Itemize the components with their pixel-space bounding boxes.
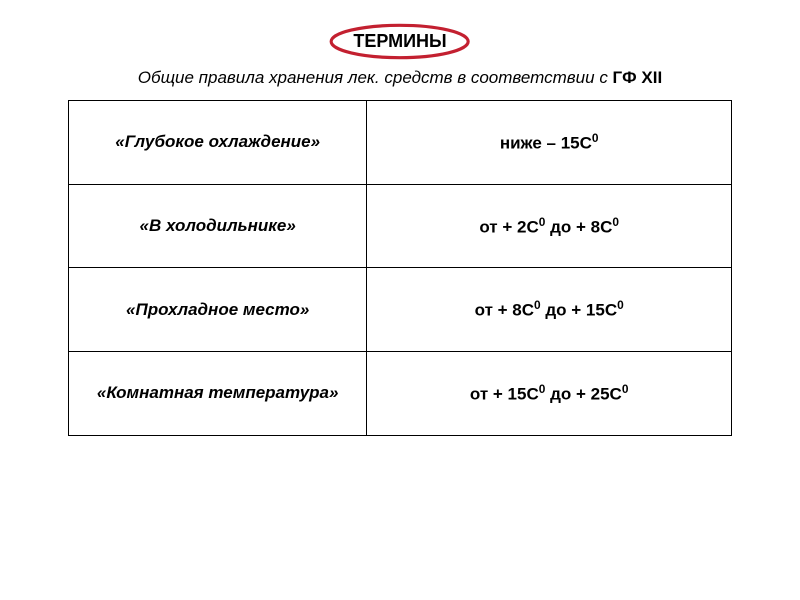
table-row: «В холодильнике» от + 2С0 до + 8С0: [69, 184, 732, 268]
value-cell: ниже – 15С0: [367, 101, 732, 185]
term-cell: «Комнатная температура»: [69, 351, 367, 435]
title-text: ТЕРМИНЫ: [353, 31, 446, 51]
title-badge: ТЕРМИНЫ: [335, 25, 464, 58]
subtitle: Общие правила хранения лек. средств в со…: [0, 68, 800, 88]
subtitle-bold: ГФ XII: [613, 68, 663, 87]
value-cell: от + 15С0 до + 25С0: [367, 351, 732, 435]
table-row: «Глубокое охлаждение» ниже – 15С0: [69, 101, 732, 185]
table-row: «Прохладное место» от + 8С0 до + 15С0: [69, 268, 732, 352]
value-cell: от + 2С0 до + 8С0: [367, 184, 732, 268]
title-container: ТЕРМИНЫ: [0, 0, 800, 58]
term-cell: «В холодильнике»: [69, 184, 367, 268]
table-row: «Комнатная температура» от + 15С0 до + 2…: [69, 351, 732, 435]
table-body: «Глубокое охлаждение» ниже – 15С0 «В хол…: [69, 101, 732, 436]
terms-table: «Глубокое охлаждение» ниже – 15С0 «В хол…: [68, 100, 732, 436]
term-cell: «Прохладное место»: [69, 268, 367, 352]
value-cell: от + 8С0 до + 15С0: [367, 268, 732, 352]
table-container: «Глубокое охлаждение» ниже – 15С0 «В хол…: [68, 100, 732, 436]
term-cell: «Глубокое охлаждение»: [69, 101, 367, 185]
subtitle-italic: Общие правила хранения лек. средств в со…: [138, 68, 613, 87]
